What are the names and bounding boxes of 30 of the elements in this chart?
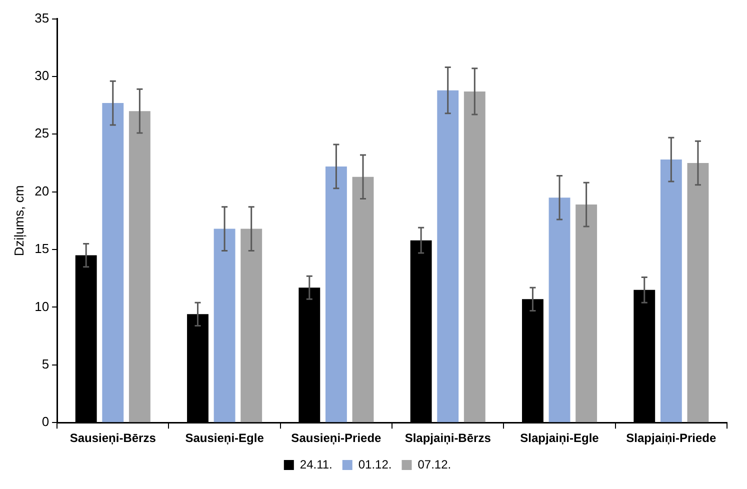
legend-label: 01.12. — [358, 457, 392, 472]
y-tick-label: 0 — [42, 414, 50, 430]
y-tick-label: 30 — [34, 68, 50, 84]
y-tick-label: 35 — [34, 10, 50, 26]
bar — [576, 204, 598, 422]
y-axis-title: Dziļums, cm — [11, 185, 26, 256]
x-tick-label: Sausieņi-Bērzs — [70, 431, 156, 446]
x-tick-label: Sausieņi-Priede — [291, 431, 382, 446]
x-tick-label: Sausieņi-Egle — [185, 431, 264, 446]
bar — [464, 91, 486, 422]
y-tick-label: 10 — [34, 298, 50, 314]
bar — [102, 103, 124, 422]
bar — [214, 228, 236, 422]
legend-label: 24.11. — [300, 457, 332, 472]
bar — [240, 228, 262, 422]
legend-label: 07.12. — [418, 457, 452, 472]
y-tick-label: 15 — [34, 241, 50, 256]
bar — [128, 111, 150, 422]
bar — [325, 166, 347, 422]
x-tick-label: Slapjaiņi-Egle — [520, 431, 600, 446]
bar — [660, 160, 682, 422]
x-tick-label: Slapjaiņi-Bērzs — [404, 431, 492, 446]
bar — [352, 176, 374, 422]
bar — [687, 163, 709, 422]
bar — [548, 198, 570, 422]
x-tick-label: Slapjaiņi-Priede — [626, 431, 717, 446]
bar — [437, 90, 459, 422]
y-tick-label: 20 — [34, 183, 50, 198]
y-tick-label: 5 — [42, 356, 50, 372]
y-tick-label: 25 — [34, 126, 50, 141]
